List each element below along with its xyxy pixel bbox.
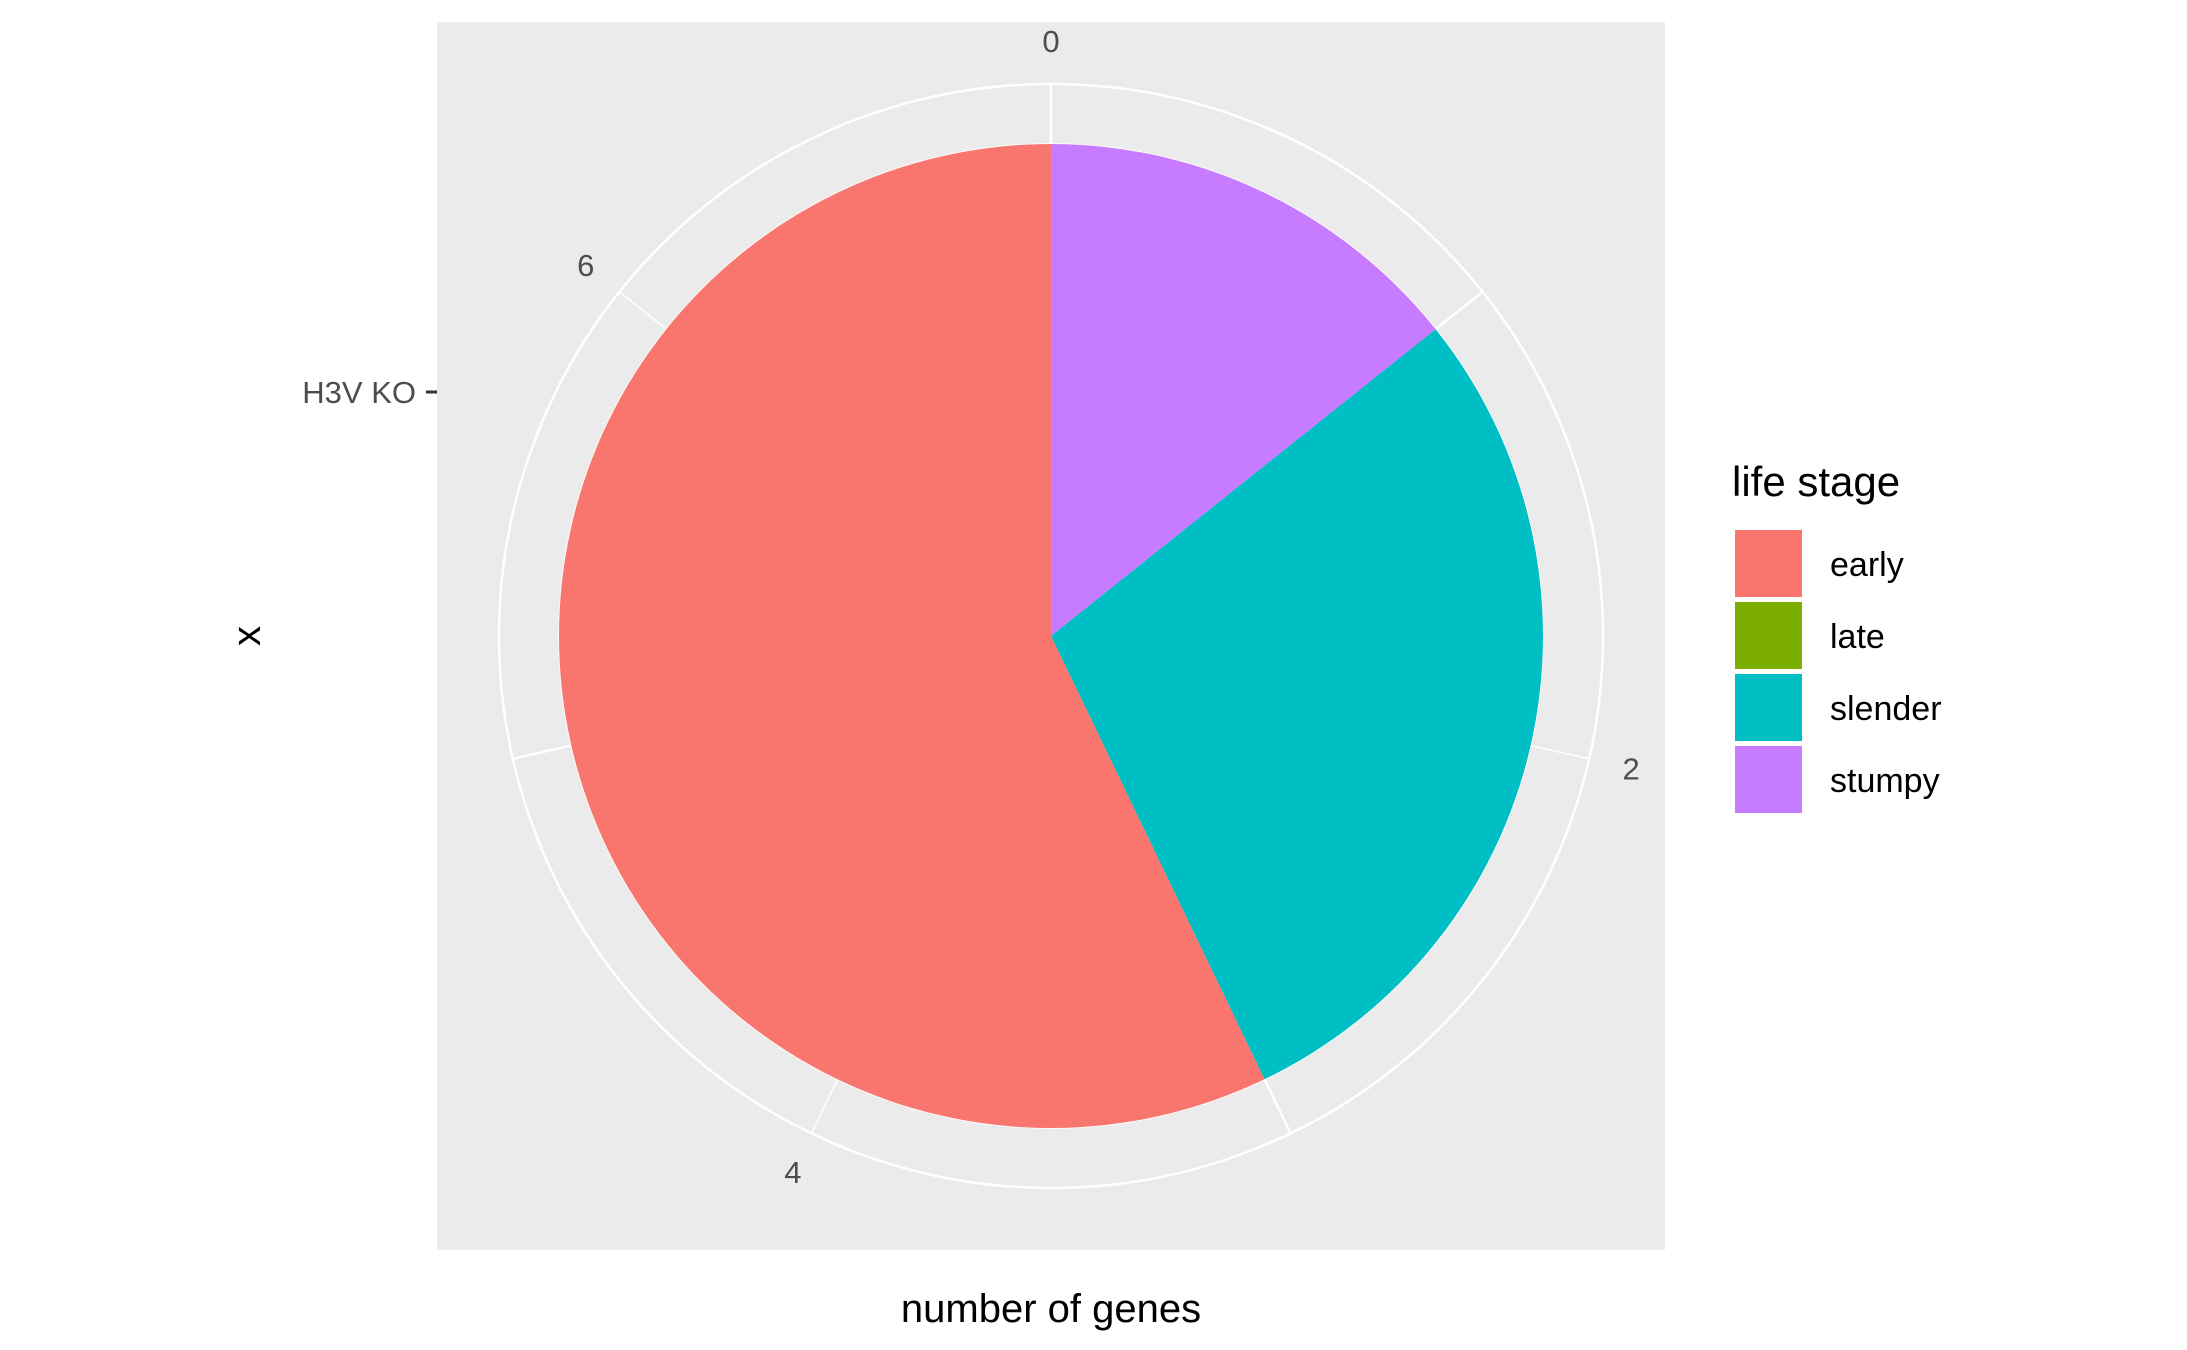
theta-tick-labels: 0 2 4 6 [577,24,1640,1190]
legend-title: life stage [1732,458,1900,505]
legend-label-early: early [1830,546,1904,584]
legend-key-late [1735,602,1802,669]
pie-slices [559,144,1543,1128]
grid-spoke [810,1078,839,1134]
legend-entries: early late slender stumpy [1735,530,1942,813]
legend-key-slender [1735,674,1802,741]
theta-tick-label: 4 [784,1155,801,1190]
grid-spoke [618,291,667,330]
slice-stumpy [1051,144,1436,636]
legend-label-stumpy: stumpy [1830,762,1940,800]
legend-key-early [1735,530,1802,597]
grid-spoke [512,744,572,761]
legend-label-late: late [1830,618,1885,656]
theta-tick-label: 6 [577,248,594,283]
theta-tick-label: 2 [1622,751,1639,786]
legend-key-stumpy [1735,746,1802,813]
x-axis-title: number of genes [901,1287,1201,1331]
legend: life stage early late slender stumpy [1732,458,1942,813]
legend-label-slender: slender [1830,690,1942,728]
y-axis-title: x [225,626,269,646]
theta-tick-label: 0 [1042,24,1059,59]
slice-slender [1051,329,1543,1080]
grid-spoke [1530,744,1590,760]
y-axis-category-label: H3V KO [302,375,416,410]
slice-early [559,144,1265,1128]
grid-spoke [1263,1078,1292,1134]
grid-spoke [1434,290,1484,331]
